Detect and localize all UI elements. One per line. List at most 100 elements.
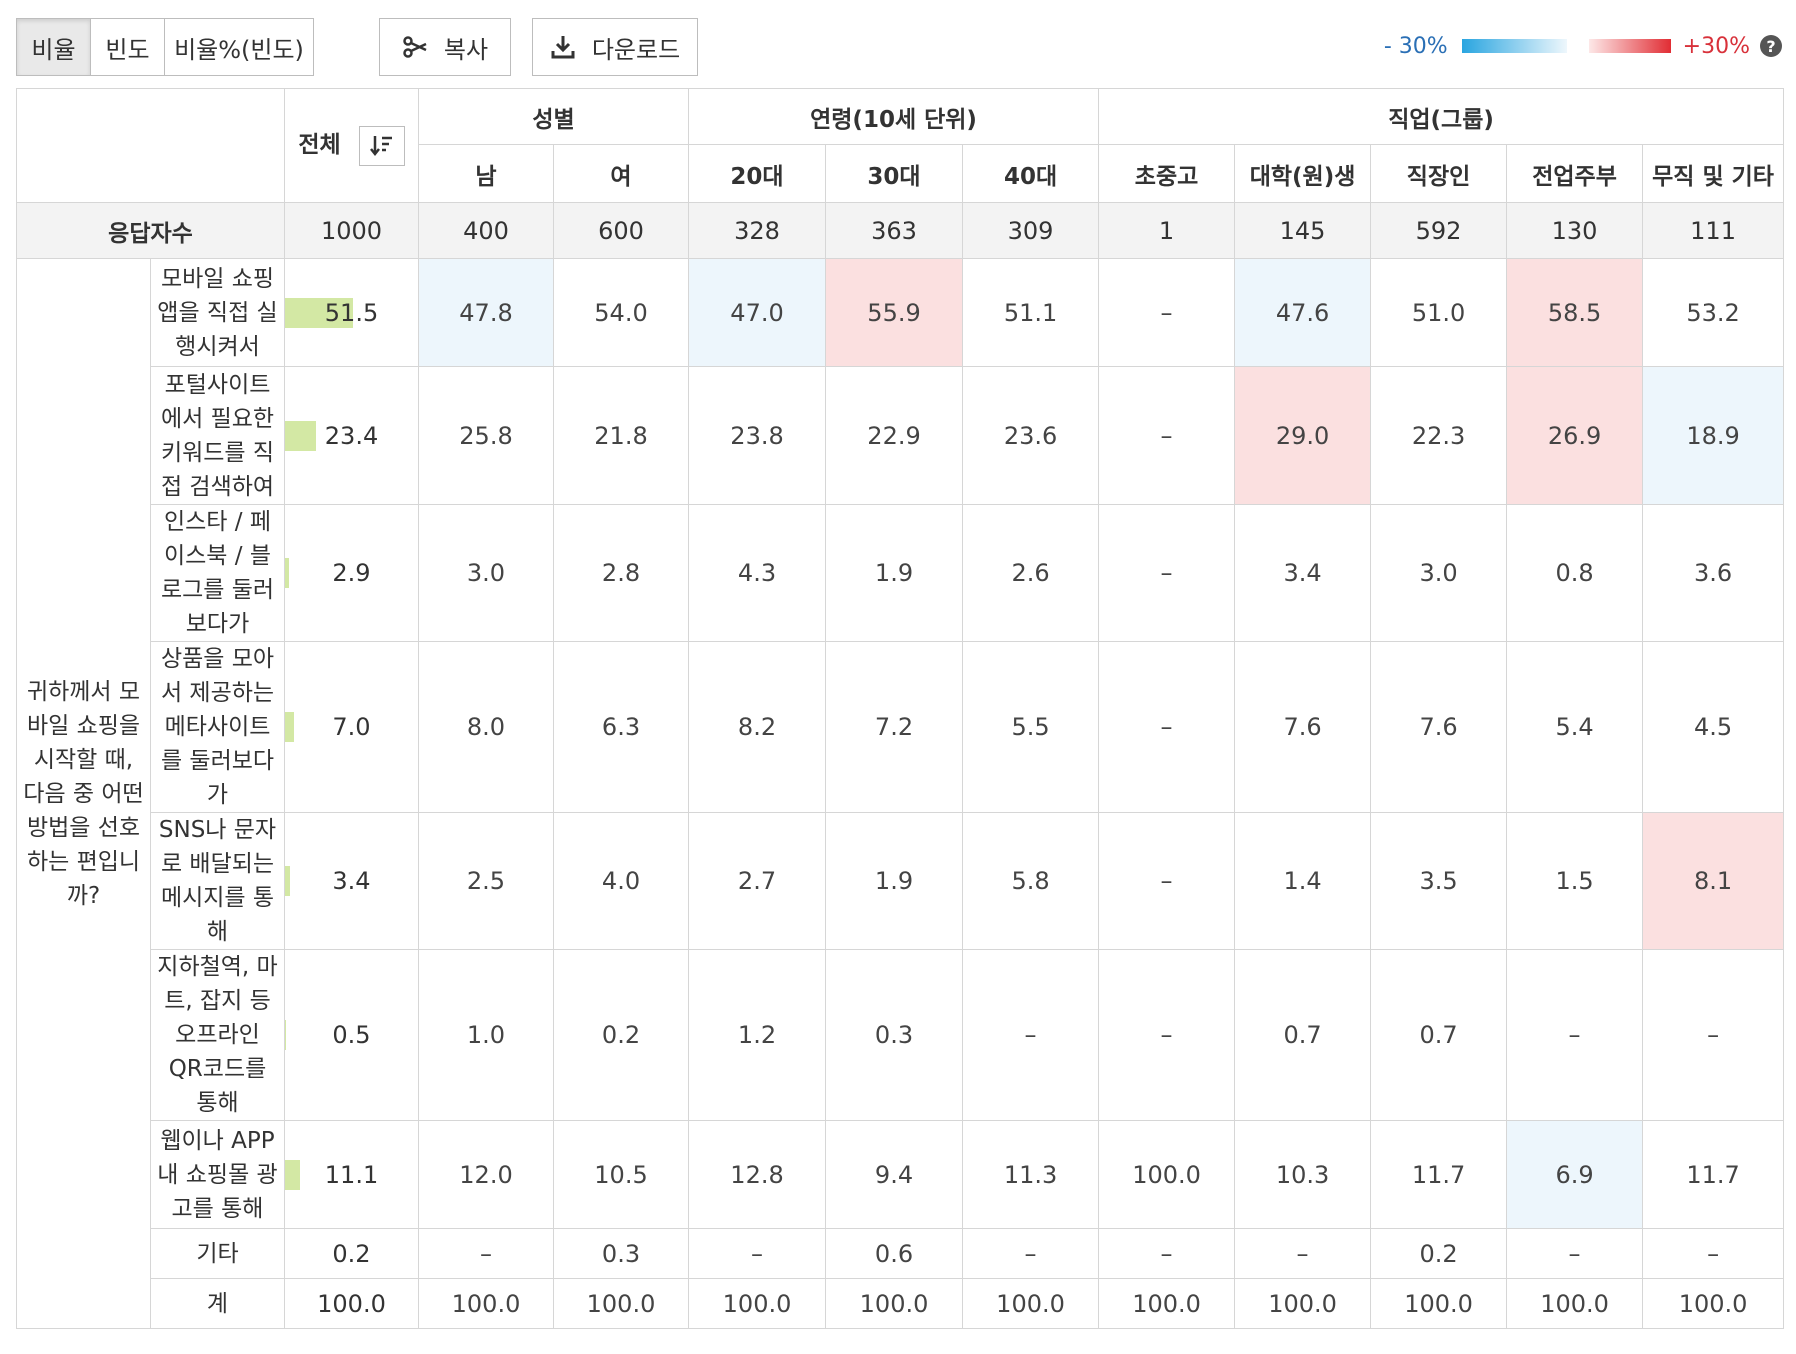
respondents-label: 응답자수	[16, 202, 285, 259]
table-row: 웹이나 APP 내 쇼핑몰 광고를 통해 11.1 12.0 10.5 12.8 9.4 1…	[17, 1120, 1785, 1229]
sort-icon	[369, 135, 392, 156]
value-cell: 4.3	[688, 504, 827, 642]
value-cell: 58.5	[1506, 258, 1644, 367]
value-cell: –	[1098, 641, 1236, 813]
total-value: 0.2	[332, 1239, 371, 1268]
value-cell: 0.2	[1370, 1228, 1508, 1279]
respondents-count: 111	[1642, 202, 1785, 259]
value-cell: 0.3	[825, 949, 964, 1121]
row-label: 웹이나 APP 내 쇼핑몰 광고를 통해	[150, 1120, 285, 1229]
total-cell: 51.5	[284, 258, 419, 367]
value-cell: –	[1098, 812, 1236, 950]
value-cell: 21.8	[552, 366, 690, 505]
copy-button[interactable]: 복사	[379, 18, 511, 76]
value-cell: 7.6	[1234, 641, 1372, 813]
value-cell: 2.6	[962, 504, 1100, 642]
value-cell: –	[1098, 366, 1236, 505]
value-cell: 4.5	[1642, 641, 1785, 813]
table-row: SNS나 문자로 배달되는 메시지를 통해 3.4 2.5 4.0 2.7 1.9 5.8–…	[17, 812, 1785, 950]
value-cell: 26.9	[1506, 366, 1644, 505]
total-cell: 7.0	[284, 641, 419, 813]
value-cell: 22.3	[1370, 366, 1508, 505]
view-ratio-frequency-button[interactable]: 비율%(빈도)	[165, 19, 313, 75]
respondents-count: 592	[1370, 202, 1508, 259]
value-cell: 47.6	[1234, 258, 1372, 367]
value-cell: –	[1506, 949, 1644, 1121]
total-value: 7.0	[332, 713, 371, 741]
value-cell: –	[1098, 1228, 1236, 1279]
total-cell: 0.5	[284, 949, 419, 1121]
value-cell: 8.0	[418, 641, 554, 813]
row-label: SNS나 문자로 배달되는 메시지를 통해	[150, 812, 285, 950]
total-header-label: 전체	[298, 132, 341, 159]
value-cell: 12.8	[688, 1120, 827, 1229]
group-header-age: 연령(10세 단위)	[688, 88, 1100, 145]
value-cell: 18.9	[1642, 366, 1785, 505]
value-cell: 3.6	[1642, 504, 1785, 642]
view-ratio-button[interactable]: 비율	[17, 19, 91, 75]
value-cell: 54.0	[552, 258, 690, 367]
value-cell: 0.6	[825, 1228, 964, 1279]
column-header: 전업주부	[1506, 144, 1644, 203]
deviation-legend: - 30% +30% ?	[1384, 26, 1782, 66]
total-value: 3.4	[332, 867, 371, 895]
value-cell: –	[688, 1228, 827, 1279]
value-cell: 3.0	[1370, 504, 1508, 642]
respondents-count: 145	[1234, 202, 1372, 259]
sort-button[interactable]	[358, 125, 405, 166]
legend-positive-label: +30%	[1682, 33, 1750, 59]
value-cell: 100.0	[825, 1278, 964, 1329]
value-cell: 2.8	[552, 504, 690, 642]
value-cell: 9.4	[825, 1120, 964, 1229]
value-cell: 10.3	[1234, 1120, 1372, 1229]
respondents-count: 600	[552, 202, 690, 259]
help-icon[interactable]: ?	[1760, 35, 1782, 57]
total-cell: 3.4	[284, 812, 419, 950]
value-cell: 6.9	[1506, 1120, 1644, 1229]
total-header: 전체	[284, 88, 419, 203]
value-cell: –	[1642, 949, 1785, 1121]
value-cell: 0.7	[1370, 949, 1508, 1121]
table-row: 귀하께서 모바일 쇼핑을 시작할 때, 다음 중 어떤 방법을 선호하는 편입니…	[16, 258, 1785, 1329]
crosstab-table: 전체 성별 연령(10세 단위) 직업(그룹) 남 여 20대 30대 40대 초중고 대학…	[16, 88, 1785, 1329]
copy-button-label: 복사	[443, 35, 489, 64]
value-cell: 51.0	[1370, 258, 1508, 367]
download-button[interactable]: 다운로드	[532, 18, 698, 76]
respondents-count: 363	[825, 202, 964, 259]
column-header: 여	[552, 144, 690, 203]
value-cell: 0.2	[552, 949, 690, 1121]
download-button-label: 다운로드	[591, 35, 681, 64]
table-row: 포털사이트에서 필요한 키워드를 직접 검색하여 23.4 25.8 21.8 23.8…	[17, 366, 1785, 505]
respondents-count: 130	[1506, 202, 1644, 259]
value-cell: 53.2	[1642, 258, 1785, 367]
value-cell: –	[1506, 1228, 1644, 1279]
value-cell: 10.5	[552, 1120, 690, 1229]
legend-positive-gradient	[1588, 39, 1671, 53]
value-cell: 23.8	[688, 366, 827, 505]
row-label: 상품을 모아서 제공하는 메타사이트를 둘러보다가	[150, 641, 285, 813]
value-cell: 100.0	[418, 1278, 554, 1329]
value-cell: 23.6	[962, 366, 1100, 505]
value-cell: 5.4	[1506, 641, 1644, 813]
view-frequency-button[interactable]: 빈도	[91, 19, 165, 75]
total-cell: 2.9	[284, 504, 419, 642]
value-cell: –	[1234, 1228, 1372, 1279]
total-value: 100.0	[317, 1289, 386, 1318]
table-row: 인스타 / 페이스북 / 블로그를 둘러보다가 2.9 3.0 2.8 4.3 1.9 2.…	[17, 504, 1785, 642]
row-label: 지하철역, 마트, 잡지 등 오프라인 QR코드를 통해	[150, 949, 285, 1121]
value-cell: 100.0	[1642, 1278, 1785, 1329]
column-header: 대학(원)생	[1234, 144, 1372, 203]
value-cell: 100.0	[962, 1278, 1100, 1329]
respondents-count: 1	[1098, 202, 1236, 259]
total-bar	[285, 558, 289, 588]
value-cell: 47.0	[688, 258, 827, 367]
value-cell: 55.9	[825, 258, 964, 367]
row-label: 포털사이트에서 필요한 키워드를 직접 검색하여	[150, 366, 285, 505]
column-header: 남	[418, 144, 554, 203]
view-mode-segment: 비율 빈도 비율%(빈도)	[16, 18, 314, 76]
value-cell: 100.0	[1098, 1278, 1236, 1329]
total-bar	[285, 420, 317, 451]
column-header: 40대	[962, 144, 1100, 203]
value-cell: 29.0	[1234, 366, 1372, 505]
group-header-gender: 성별	[417, 88, 690, 145]
